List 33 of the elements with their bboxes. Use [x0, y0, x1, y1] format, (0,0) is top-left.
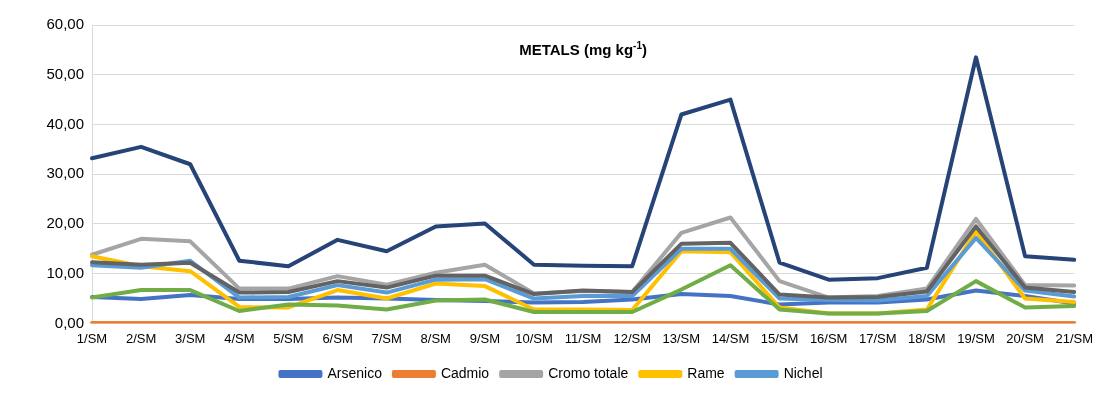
x-tick-label: 8/SM — [420, 330, 451, 346]
x-tick-label: 1/SM — [76, 330, 108, 346]
x-tick-label: 6/SM — [322, 330, 353, 346]
x-tick-label: 19/SM — [957, 330, 995, 346]
x-tick-label: 2/SM — [125, 330, 157, 346]
x-tick-label: 21/SM — [1055, 330, 1093, 346]
x-tick-label: 7/SM — [371, 330, 402, 346]
x-tick-label: 13/SM — [662, 330, 701, 346]
x-tick-label: 14/SM — [711, 330, 750, 346]
y-tick-label: 0,00 — [54, 313, 84, 331]
x-tick-label: 4/SM — [224, 330, 255, 346]
x-tick-label: 12/SM — [613, 330, 652, 346]
x-tick-label: 15/SM — [760, 330, 799, 346]
y-tick-label: 60,00 — [46, 15, 84, 33]
y-tick-label: 20,00 — [46, 214, 84, 232]
x-tick-label: 3/SM — [175, 330, 206, 346]
y-tick-label: 40,00 — [46, 114, 84, 132]
x-tick-label: 17/SM — [858, 330, 897, 346]
x-tick-label: 18/SM — [908, 330, 946, 346]
legend-label: Arsenico — [327, 364, 383, 381]
x-tick-label: 10/SM — [515, 330, 553, 346]
y-tick-label: 30,00 — [46, 164, 84, 182]
legend-label: Rame — [687, 364, 725, 381]
y-tick-label: 50,00 — [46, 64, 84, 82]
x-tick-label: 16/SM — [809, 330, 848, 346]
x-tick-label: 11/SM — [564, 330, 602, 346]
legend-label: Cadmio — [440, 364, 490, 381]
y-tick-label: 10,00 — [46, 263, 84, 281]
x-tick-label: 20/SM — [1006, 330, 1044, 346]
x-tick-label: 9/SM — [469, 330, 501, 346]
legend-label: Nichel — [783, 364, 823, 381]
x-tick-label: 5/SM — [273, 330, 304, 346]
legend-label: Cromo totale — [548, 364, 629, 381]
